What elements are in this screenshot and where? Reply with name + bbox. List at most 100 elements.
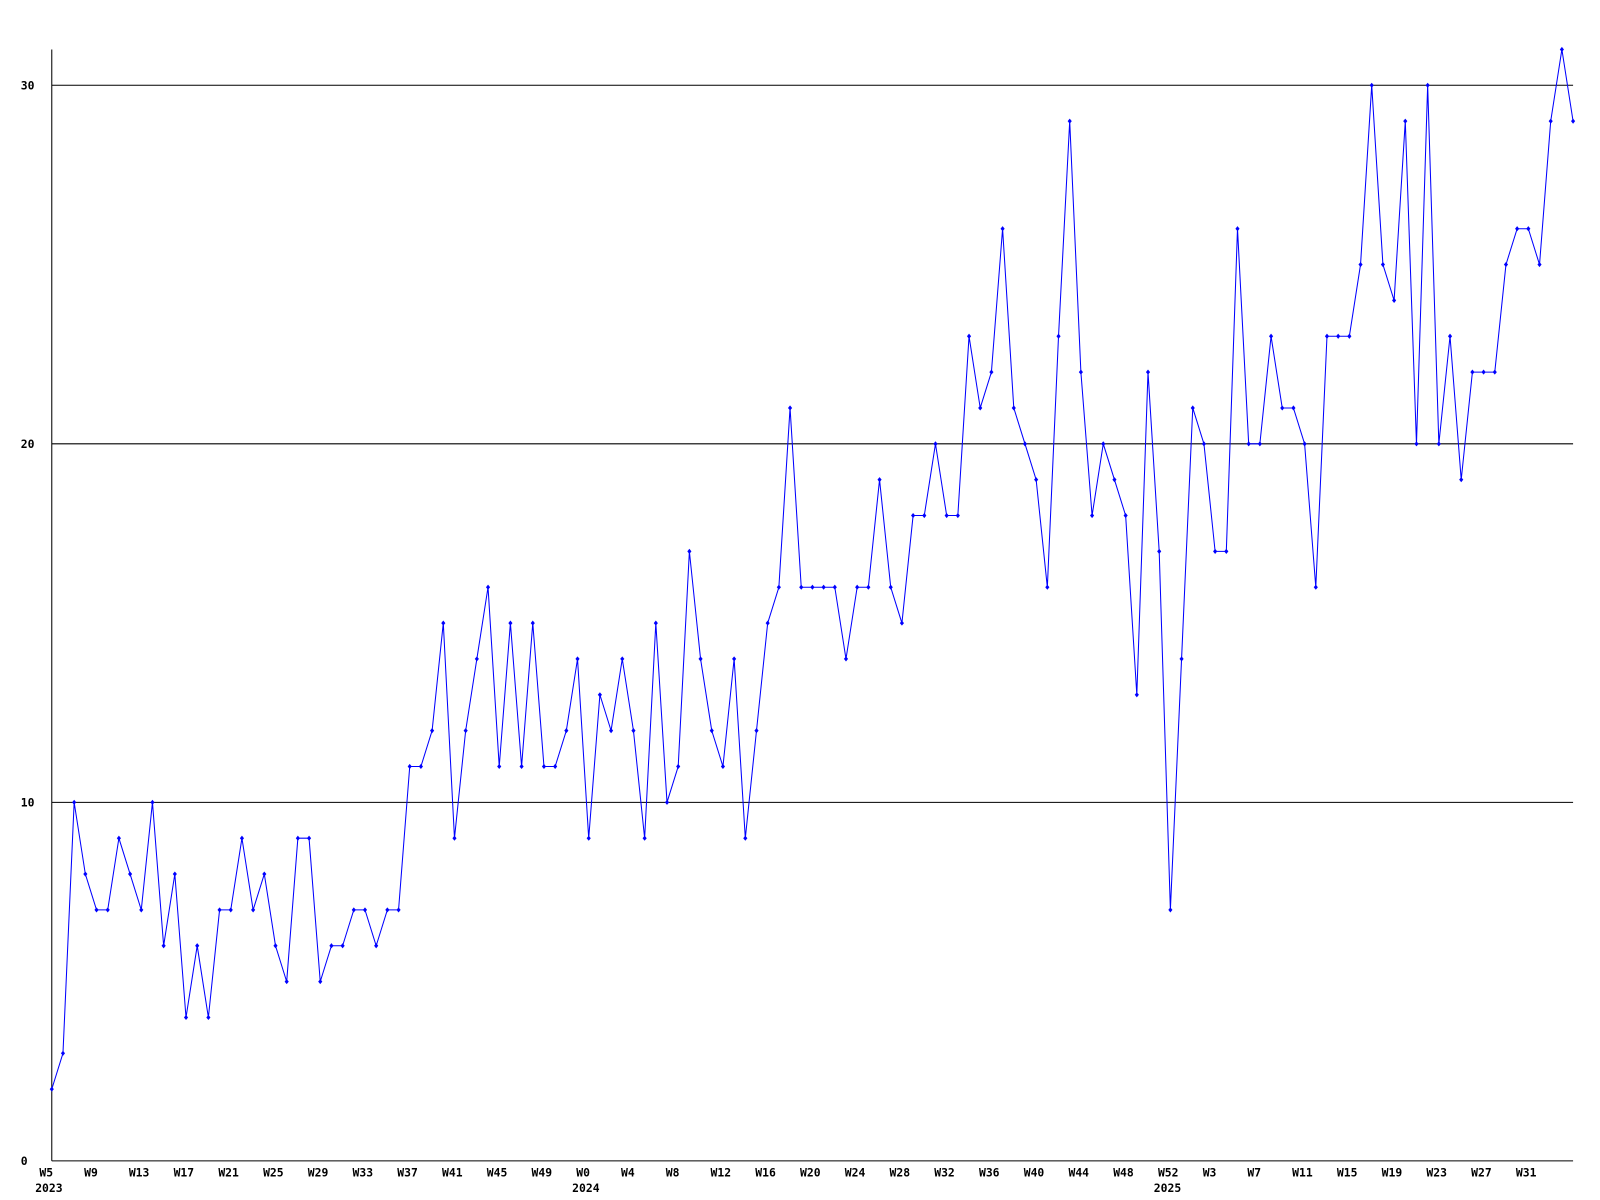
point-marker [810, 584, 815, 590]
point-marker [642, 835, 647, 841]
x-tick-label: W19 [1382, 1165, 1403, 1179]
x-tick-label: W32 [934, 1165, 955, 1179]
x-tick-label: W13 [129, 1165, 150, 1179]
x-tick-label: W44 [1068, 1165, 1089, 1179]
point-marker [698, 656, 703, 662]
point-marker [351, 907, 356, 913]
point-marker [228, 907, 233, 913]
point-marker [139, 907, 144, 913]
point-marker [1190, 405, 1195, 411]
point-marker [396, 907, 401, 913]
point-marker [821, 584, 826, 590]
point-marker [1168, 907, 1173, 913]
point-marker [340, 943, 345, 949]
point-marker [1235, 226, 1240, 232]
point-marker [206, 1014, 211, 1021]
point-marker [519, 763, 524, 770]
point-marker [1369, 82, 1374, 88]
x-tick-label: W16 [755, 1165, 776, 1179]
x-tick-label: W28 [889, 1165, 910, 1179]
x-tick-label: W33 [353, 1165, 374, 1179]
point-marker [530, 620, 535, 626]
point-marker [709, 728, 714, 734]
point-marker [418, 763, 423, 770]
point-marker [329, 943, 334, 949]
point-marker [273, 943, 278, 949]
point-marker [922, 512, 927, 519]
point-marker [1201, 441, 1207, 447]
point-marker [620, 656, 625, 662]
point-marker [944, 512, 949, 519]
point-marker [631, 728, 636, 734]
x-tick-label: W40 [1024, 1165, 1045, 1179]
point-marker [720, 763, 726, 770]
x-tick-label: W9 [84, 1165, 98, 1179]
x-tick-label: W20 [800, 1165, 821, 1179]
y-tick-label: 20 [21, 437, 35, 451]
point-marker [1179, 656, 1184, 662]
point-marker [239, 835, 245, 841]
point-marker [172, 871, 177, 877]
point-marker [609, 728, 614, 734]
point-marker [94, 907, 99, 913]
point-marker [933, 441, 938, 447]
x-tick-label: W5 2023 [35, 1165, 63, 1194]
point-marker [553, 763, 558, 770]
x-tick-label: W11 [1292, 1165, 1313, 1179]
point-marker [217, 907, 222, 913]
point-marker [128, 871, 133, 877]
point-marker [1123, 512, 1128, 519]
point-marker [1112, 477, 1117, 483]
point-marker [1571, 118, 1576, 124]
x-tick-label: W45 [487, 1165, 508, 1179]
point-marker [911, 512, 916, 519]
point-marker [1246, 441, 1251, 447]
point-marker [1470, 369, 1475, 375]
point-marker [1324, 333, 1330, 339]
y-tick-label: 0 [21, 1154, 28, 1168]
point-marker [1347, 333, 1352, 339]
x-tick-label: W7 [1247, 1165, 1261, 1179]
point-marker [474, 656, 479, 662]
point-marker [1090, 512, 1095, 519]
point-marker [1291, 405, 1296, 411]
point-marker [1022, 441, 1028, 447]
point-marker [799, 584, 804, 590]
point-marker [1492, 369, 1497, 375]
point-marker [1358, 261, 1363, 268]
point-marker [687, 548, 692, 554]
point-marker [195, 943, 200, 949]
point-marker [1481, 369, 1486, 375]
x-tick-label: W41 [442, 1165, 463, 1179]
point-marker [832, 584, 837, 590]
point-marker [899, 620, 904, 626]
point-marker [284, 979, 289, 985]
point-marker [1447, 333, 1453, 339]
x-tick-label: W27 [1471, 1165, 1492, 1179]
point-marker [374, 943, 379, 949]
point-marker [888, 584, 893, 590]
y-tick-label: 10 [21, 795, 35, 809]
point-marker [385, 907, 390, 913]
x-tick-label: W52 2025 [1154, 1165, 1182, 1194]
point-marker [430, 728, 435, 734]
point-marker [1336, 333, 1341, 339]
point-marker [1515, 226, 1520, 232]
x-tick-label: W21 [218, 1165, 239, 1179]
point-marker [441, 620, 446, 626]
x-tick-label: W36 [979, 1165, 1000, 1179]
point-marker [251, 907, 256, 913]
point-marker [1134, 692, 1139, 698]
point-marker [978, 405, 983, 411]
point-marker [1268, 333, 1274, 339]
point-marker [105, 907, 110, 913]
point-marker [1392, 297, 1397, 303]
point-marker [1224, 548, 1229, 554]
point-marker [1503, 261, 1509, 268]
x-tick-label: W17 [174, 1165, 195, 1179]
point-marker [1056, 333, 1061, 339]
point-marker [1257, 441, 1262, 447]
point-marker [754, 728, 759, 734]
point-marker [1414, 441, 1419, 447]
x-tick-label: W0 2024 [572, 1165, 600, 1194]
